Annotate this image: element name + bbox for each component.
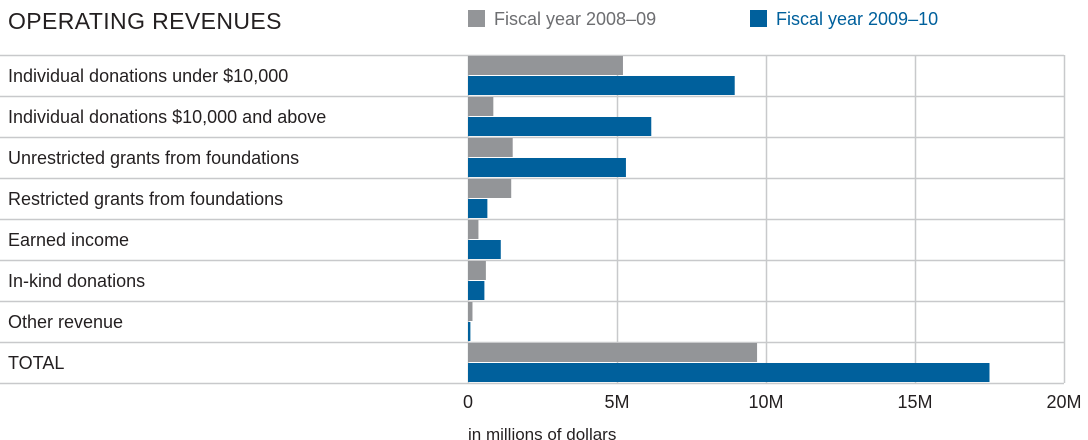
bar-fy2008-09-0 (468, 56, 623, 75)
chart-title: OPERATING REVENUES (8, 8, 282, 34)
category-label: Restricted grants from foundations (8, 189, 283, 209)
legend-swatch (468, 10, 485, 27)
legend-label: Fiscal year 2008–09 (494, 9, 656, 29)
bar-fy2008-09-1 (468, 97, 494, 116)
bar-fy2009-10-4 (468, 240, 501, 259)
bar-fy2009-10-0 (468, 76, 735, 95)
category-label: Earned income (8, 230, 129, 250)
bar-fy2008-09-6 (468, 302, 473, 321)
bar-fy2009-10-6 (468, 322, 471, 341)
x-tick-label: 0 (463, 392, 473, 412)
bar-fy2008-09-3 (468, 179, 512, 198)
category-label: In-kind donations (8, 271, 145, 291)
legend-swatch (750, 10, 767, 27)
bar-fy2009-10-1 (468, 117, 652, 136)
plot-grid (0, 54, 1066, 385)
bar-fy2009-10-3 (468, 199, 488, 218)
bars (468, 56, 990, 382)
bar-fy2009-10-2 (468, 158, 626, 177)
bar-fy2008-09-5 (468, 261, 486, 280)
bar-fy2009-10-5 (468, 281, 485, 300)
x-tick-label: 10M (748, 392, 783, 412)
legend: Fiscal year 2008–09 Fiscal year 2009–10 (468, 9, 938, 29)
x-tick-label: 15M (897, 392, 932, 412)
x-tick-label: 20M (1046, 392, 1081, 412)
bar-fy2008-09-4 (468, 220, 479, 239)
category-label: Individual donations $10,000 and above (8, 107, 326, 127)
category-label: Individual donations under $10,000 (8, 66, 288, 86)
category-label: Unrestricted grants from foundations (8, 148, 299, 168)
legend-label: Fiscal year 2009–10 (776, 9, 938, 29)
bar-fy2008-09-2 (468, 138, 513, 157)
bar-fy2008-09-7 (468, 343, 758, 362)
x-axis-label: in millions of dollars (468, 425, 616, 440)
x-tick-label: 5M (604, 392, 629, 412)
bar-fy2009-10-7 (468, 363, 990, 382)
category-label: TOTAL (8, 353, 64, 373)
category-label: Other revenue (8, 312, 123, 332)
x-axis-ticks: 0 5M 10M 15M 20M (463, 392, 1082, 412)
category-labels: Individual donations under $10,000 Indivi… (8, 66, 326, 373)
